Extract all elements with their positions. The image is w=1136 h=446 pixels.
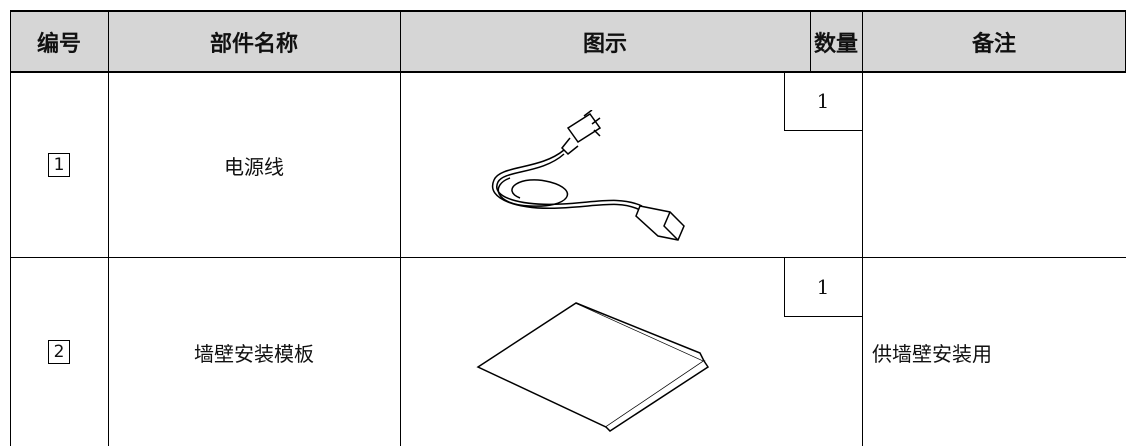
header-cell: 部件名称 <box>209 32 298 57</box>
name: 墙壁安装模板 <box>194 341 314 366</box>
border <box>10 257 1126 258</box>
power-cord-illustration <box>491 110 685 241</box>
border <box>810 10 811 72</box>
note: 供墙壁安装用 <box>872 341 992 366</box>
border <box>784 316 862 317</box>
border <box>10 10 1126 12</box>
border <box>784 130 862 131</box>
header-cell: 编号 <box>36 32 81 57</box>
quantity: 1 <box>816 275 830 299</box>
number: 1 <box>48 153 70 177</box>
number-cell: 1 <box>10 72 108 258</box>
name: 电源线 <box>224 154 284 179</box>
header-background <box>10 10 1126 72</box>
header-cell: 备注 <box>971 32 1016 57</box>
border <box>1125 10 1126 72</box>
border <box>862 10 863 446</box>
quantity: 1 <box>816 89 830 113</box>
header-cell: 数量 <box>813 32 858 57</box>
border <box>10 10 11 446</box>
border <box>784 72 785 130</box>
number-cell: 2 <box>10 258 108 446</box>
border <box>108 10 109 446</box>
border <box>400 10 401 446</box>
border <box>10 71 1126 73</box>
header-cell: 图示 <box>582 32 627 57</box>
border <box>784 258 785 316</box>
template-illustration <box>476 302 710 432</box>
number: 2 <box>48 340 70 364</box>
